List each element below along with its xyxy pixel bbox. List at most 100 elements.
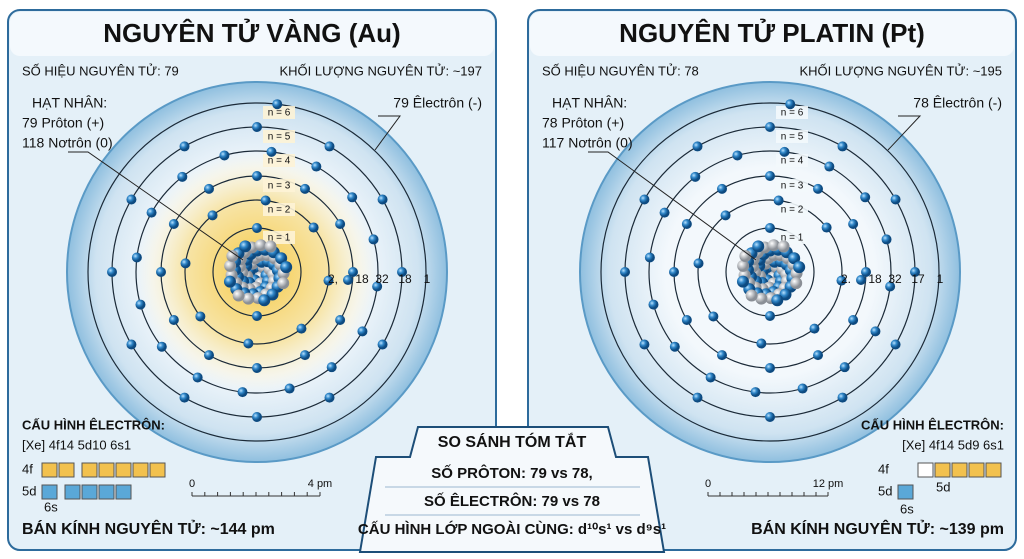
- electron: [765, 311, 775, 321]
- electron: [323, 275, 334, 286]
- electron: [669, 341, 680, 352]
- electron: [690, 171, 701, 182]
- shell-label: n = 5: [781, 132, 804, 143]
- electron: [773, 195, 784, 206]
- electron: [692, 141, 703, 152]
- electron: [910, 267, 920, 277]
- orbital-box: [897, 484, 914, 500]
- electron: [648, 299, 659, 310]
- shell-count: 2,: [328, 272, 338, 286]
- electron: [126, 194, 137, 205]
- electron: [839, 362, 850, 373]
- orbital-box: [58, 462, 75, 478]
- electron: [260, 195, 271, 206]
- electron: [348, 267, 358, 277]
- shell-orbit: [135, 150, 379, 394]
- shell-label-bg: [263, 203, 295, 216]
- shell-label: n = 6: [781, 108, 804, 119]
- nucleon: [239, 240, 252, 253]
- orbital-label: 5d: [22, 483, 36, 498]
- electron: [357, 326, 368, 337]
- nucleon: [258, 294, 271, 307]
- shell-count: 18: [868, 272, 882, 286]
- electron: [347, 192, 358, 203]
- nucleon: [777, 240, 790, 253]
- electron: [126, 339, 137, 350]
- shell-label: n = 1: [268, 233, 291, 244]
- nucleon: [254, 239, 267, 252]
- electron: [881, 234, 892, 245]
- electron: [756, 338, 767, 349]
- leader-line: [374, 115, 401, 151]
- electron: [717, 183, 727, 194]
- electron: [252, 311, 262, 321]
- electron: [836, 275, 847, 286]
- electron: [192, 372, 203, 383]
- electron: [681, 315, 692, 325]
- electron: [168, 315, 179, 325]
- electron: [765, 412, 775, 422]
- nucleon: [790, 277, 803, 290]
- electron: [272, 99, 283, 110]
- summary-line: CẤU HÌNH LỚP NGOÀI CÙNG: d¹⁰s¹ vs d⁹s¹: [358, 520, 666, 538]
- electron: [156, 267, 166, 277]
- electron: [335, 315, 346, 325]
- electron: [824, 161, 835, 172]
- electron: [693, 258, 704, 269]
- electron: [620, 267, 630, 277]
- orbital-box: [149, 462, 166, 478]
- electron: [343, 275, 353, 285]
- nucleon: [275, 252, 288, 265]
- shell-orbit: [184, 199, 330, 345]
- nucleus-label: 78 Prôton (+): [542, 115, 624, 131]
- leader-line: [588, 151, 757, 261]
- electron: [861, 267, 871, 277]
- shell-label-bg: [776, 154, 808, 167]
- shell-count: 18: [355, 272, 369, 286]
- title-band: [10, 12, 494, 56]
- electron: [779, 146, 790, 157]
- nucleon: [737, 259, 750, 272]
- electron: [135, 299, 146, 310]
- atomic-mass: KHỐI LƯỢNG NGUYÊN TỬ: ~197: [279, 63, 482, 78]
- electron: [204, 350, 214, 361]
- nucleon: [755, 292, 768, 305]
- scale-label: 4 pm: [308, 478, 332, 490]
- shell-label-bg: [776, 130, 808, 143]
- electron: [300, 350, 310, 361]
- atomic-number: SỐ HIỆU NGUYÊN TỬ: 79: [22, 63, 179, 78]
- electron: [692, 392, 703, 403]
- atomic-number: SỐ HIỆU NGUYÊN TỬ: 78: [542, 63, 699, 78]
- electron: [252, 363, 262, 373]
- shell-count: 1: [937, 272, 944, 286]
- electron: [131, 252, 142, 263]
- electron: [860, 192, 871, 203]
- shell-label: n = 6: [268, 108, 291, 119]
- orbital-box: [917, 462, 934, 478]
- leader-line: [68, 151, 244, 261]
- orbital-label: 4f: [878, 461, 889, 476]
- electron: [296, 323, 307, 334]
- atomic-radius: BÁN KÍNH NGUYÊN TỬ: ~139 pm: [751, 519, 1004, 538]
- nucleon: [223, 275, 236, 288]
- nucleon: [745, 289, 758, 302]
- electron: [252, 223, 262, 233]
- orbital-box: [951, 462, 968, 478]
- electron: [179, 392, 190, 403]
- orbital-label: 5d: [878, 483, 892, 498]
- electron: [732, 150, 743, 161]
- shell-count: 17: [911, 272, 925, 286]
- shell-label: n = 3: [268, 181, 291, 192]
- electron: [639, 194, 650, 205]
- orbital-box: [934, 462, 951, 478]
- electrons-label: 79 Êlectrôn (-): [393, 95, 482, 111]
- electron: [669, 267, 679, 277]
- nucleon: [739, 250, 752, 263]
- config-title: CẤU HÌNH ÊLECTRÔN:: [861, 417, 1004, 432]
- electron: [107, 267, 117, 277]
- nucleon: [771, 294, 784, 307]
- scale-label: 0: [705, 478, 711, 490]
- electron: [813, 183, 823, 194]
- atomic-mass: KHỐI LƯỢNG NGUYÊN TỬ: ~195: [799, 63, 1002, 78]
- orbital-box: [41, 462, 58, 478]
